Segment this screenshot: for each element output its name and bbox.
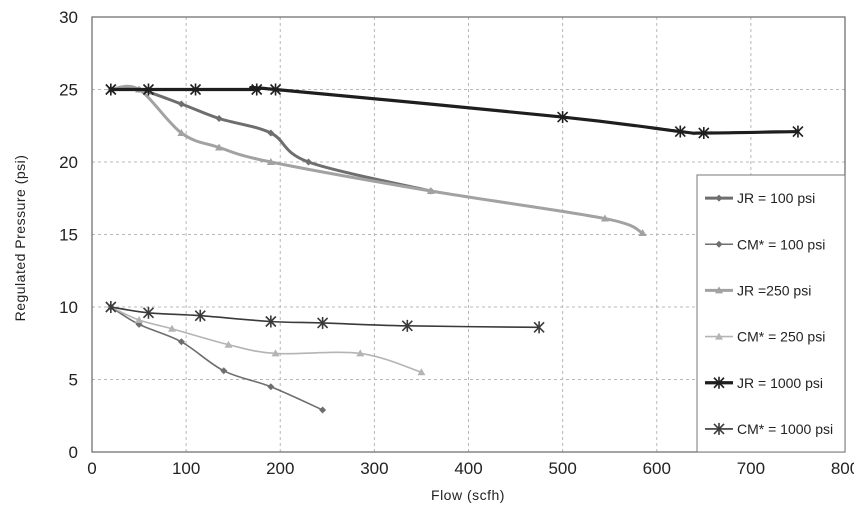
x-tick-label: 400 bbox=[454, 459, 482, 478]
data-point bbox=[168, 324, 177, 332]
legend: JR = 100 psi CM* = 100 psi JR =250 psi CM* … bbox=[696, 174, 846, 453]
data-point bbox=[674, 125, 686, 138]
data-point bbox=[135, 316, 144, 324]
x-tick-label: 500 bbox=[548, 459, 576, 478]
data-point bbox=[142, 306, 155, 319]
data-point bbox=[194, 309, 206, 322]
series-cm-250-psi bbox=[106, 303, 426, 376]
data-point bbox=[215, 115, 223, 122]
tick-labels: 0 100 200 300 400 500 600 700 800 0 5 10 15 20 25 30 bbox=[59, 8, 854, 478]
x-axis-title: Flow (scfh) bbox=[431, 487, 505, 503]
legend-marker bbox=[713, 376, 725, 389]
data-point bbox=[401, 319, 413, 332]
y-axis-title: Regulated Pressure (psi) bbox=[12, 155, 28, 322]
data-point bbox=[557, 111, 569, 124]
data-point bbox=[426, 187, 435, 194]
legend-label: JR = 1000 psi bbox=[737, 375, 823, 391]
data-point bbox=[220, 367, 228, 375]
data-point bbox=[215, 143, 224, 151]
legend-entry-jr-1000-psi: JR = 1000 psi bbox=[705, 375, 823, 391]
data-point bbox=[105, 83, 117, 96]
legend-label: JR = 100 psi bbox=[737, 190, 815, 206]
data-point bbox=[266, 158, 275, 165]
legend-label: CM* = 100 psi bbox=[737, 236, 825, 252]
x-tick-label: 300 bbox=[360, 459, 388, 478]
data-point bbox=[189, 83, 202, 96]
data-point bbox=[269, 83, 282, 96]
legend-entry-cm-250-psi: CM* = 250 psi bbox=[705, 329, 825, 345]
legend-marker bbox=[715, 240, 723, 248]
data-point bbox=[792, 125, 804, 138]
legend-entry-jr-250-psi: JR =250 psi bbox=[705, 282, 811, 298]
x-tick-label: 0 bbox=[87, 459, 96, 478]
legend-entry-jr-100-psi: JR = 100 psi bbox=[705, 190, 815, 206]
x-tick-label: 800 bbox=[831, 459, 854, 478]
data-point bbox=[417, 368, 426, 376]
y-tick-label: 5 bbox=[69, 371, 78, 390]
legend-label: JR =250 psi bbox=[737, 282, 811, 298]
x-tick-label: 100 bbox=[172, 459, 200, 478]
legend-label: CM* = 250 psi bbox=[737, 329, 825, 345]
y-tick-label: 15 bbox=[59, 226, 78, 245]
data-point bbox=[177, 338, 185, 346]
data-point bbox=[600, 214, 609, 222]
series-layer bbox=[105, 83, 804, 414]
legend-entry-cm-1000-psi: CM* = 1000 psi bbox=[705, 421, 833, 437]
series-line bbox=[109, 86, 433, 193]
data-point bbox=[105, 301, 117, 313]
series-jr-1000-psi bbox=[105, 83, 804, 139]
legend-entry-cm-100-psi: CM* = 100 psi bbox=[705, 236, 825, 252]
y-tick-label: 20 bbox=[59, 153, 78, 172]
data-point bbox=[271, 349, 280, 357]
data-point bbox=[267, 129, 275, 137]
data-point bbox=[251, 83, 263, 96]
y-tick-label: 10 bbox=[59, 298, 78, 317]
data-point bbox=[533, 321, 545, 334]
data-point bbox=[142, 83, 155, 96]
x-tick-label: 200 bbox=[266, 459, 294, 478]
legend-marker bbox=[715, 194, 723, 202]
y-tick-label: 30 bbox=[59, 8, 78, 27]
data-point bbox=[638, 229, 647, 237]
data-point bbox=[177, 100, 185, 108]
series-jr-100-psi bbox=[107, 86, 435, 195]
legend-marker bbox=[715, 286, 723, 294]
legend-box bbox=[696, 174, 846, 453]
legend-marker bbox=[715, 332, 723, 340]
data-point bbox=[177, 129, 186, 136]
data-point bbox=[317, 316, 329, 329]
x-tick-label: 700 bbox=[737, 459, 765, 478]
y-tick-label: 25 bbox=[59, 81, 78, 100]
data-point bbox=[304, 158, 312, 166]
y-tick-label: 0 bbox=[69, 443, 78, 462]
data-point bbox=[265, 315, 277, 328]
data-point bbox=[267, 383, 275, 391]
series-jr-250-psi bbox=[106, 84, 647, 237]
data-point bbox=[356, 349, 365, 357]
series-cm-1000-psi bbox=[105, 301, 545, 334]
data-point bbox=[319, 406, 327, 414]
legend-label: CM* = 1000 psi bbox=[737, 421, 833, 437]
x-tick-label: 600 bbox=[643, 459, 671, 478]
data-point bbox=[698, 127, 710, 139]
data-point bbox=[224, 340, 233, 348]
series-line bbox=[109, 85, 800, 135]
legend-marker bbox=[713, 422, 725, 435]
